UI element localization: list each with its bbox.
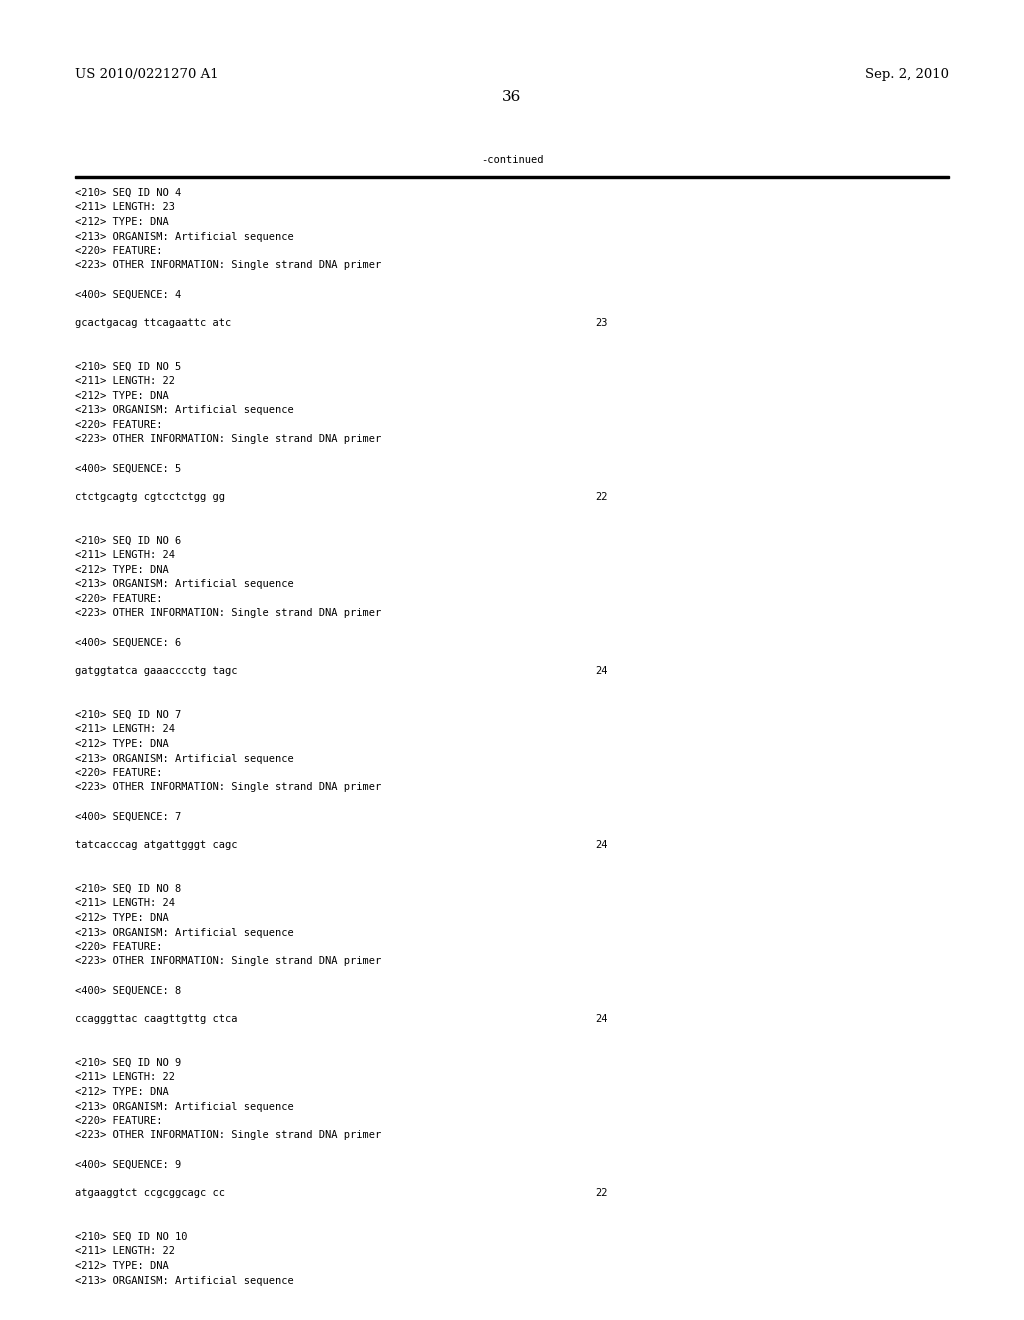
Text: <400> SEQUENCE: 9: <400> SEQUENCE: 9 bbox=[75, 1159, 181, 1170]
Text: 22: 22 bbox=[595, 492, 607, 503]
Text: ctctgcagtg cgtcctctgg gg: ctctgcagtg cgtcctctgg gg bbox=[75, 492, 225, 503]
Text: <220> FEATURE:: <220> FEATURE: bbox=[75, 246, 163, 256]
Text: Sep. 2, 2010: Sep. 2, 2010 bbox=[865, 69, 949, 81]
Text: <400> SEQUENCE: 4: <400> SEQUENCE: 4 bbox=[75, 289, 181, 300]
Text: 24: 24 bbox=[595, 667, 607, 676]
Text: <220> FEATURE:: <220> FEATURE: bbox=[75, 594, 163, 605]
Text: <210> SEQ ID NO 8: <210> SEQ ID NO 8 bbox=[75, 884, 181, 894]
Text: <212> TYPE: DNA: <212> TYPE: DNA bbox=[75, 391, 169, 401]
Text: <223> OTHER INFORMATION: Single strand DNA primer: <223> OTHER INFORMATION: Single strand D… bbox=[75, 783, 381, 792]
Text: <210> SEQ ID NO 10: <210> SEQ ID NO 10 bbox=[75, 1232, 187, 1242]
Text: 22: 22 bbox=[595, 1188, 607, 1199]
Text: <211> LENGTH: 23: <211> LENGTH: 23 bbox=[75, 202, 175, 213]
Text: <210> SEQ ID NO 5: <210> SEQ ID NO 5 bbox=[75, 362, 181, 372]
Text: <211> LENGTH: 22: <211> LENGTH: 22 bbox=[75, 376, 175, 387]
Text: <213> ORGANISM: Artificial sequence: <213> ORGANISM: Artificial sequence bbox=[75, 231, 294, 242]
Text: <213> ORGANISM: Artificial sequence: <213> ORGANISM: Artificial sequence bbox=[75, 928, 294, 937]
Text: 23: 23 bbox=[595, 318, 607, 329]
Text: <213> ORGANISM: Artificial sequence: <213> ORGANISM: Artificial sequence bbox=[75, 579, 294, 590]
Text: <212> TYPE: DNA: <212> TYPE: DNA bbox=[75, 739, 169, 748]
Text: <210> SEQ ID NO 7: <210> SEQ ID NO 7 bbox=[75, 710, 181, 719]
Text: ccagggttac caagttgttg ctca: ccagggttac caagttgttg ctca bbox=[75, 1015, 238, 1024]
Text: <210> SEQ ID NO 9: <210> SEQ ID NO 9 bbox=[75, 1059, 181, 1068]
Text: <220> FEATURE:: <220> FEATURE: bbox=[75, 768, 163, 777]
Text: <223> OTHER INFORMATION: Single strand DNA primer: <223> OTHER INFORMATION: Single strand D… bbox=[75, 957, 381, 966]
Text: 24: 24 bbox=[595, 1015, 607, 1024]
Text: <223> OTHER INFORMATION: Single strand DNA primer: <223> OTHER INFORMATION: Single strand D… bbox=[75, 1130, 381, 1140]
Text: <223> OTHER INFORMATION: Single strand DNA primer: <223> OTHER INFORMATION: Single strand D… bbox=[75, 434, 381, 445]
Text: gatggtatca gaaacccctg tagc: gatggtatca gaaacccctg tagc bbox=[75, 667, 238, 676]
Text: <213> ORGANISM: Artificial sequence: <213> ORGANISM: Artificial sequence bbox=[75, 754, 294, 763]
Text: <211> LENGTH: 24: <211> LENGTH: 24 bbox=[75, 550, 175, 561]
Text: <400> SEQUENCE: 7: <400> SEQUENCE: 7 bbox=[75, 812, 181, 821]
Text: <212> TYPE: DNA: <212> TYPE: DNA bbox=[75, 1261, 169, 1271]
Text: <210> SEQ ID NO 6: <210> SEQ ID NO 6 bbox=[75, 536, 181, 546]
Text: <400> SEQUENCE: 6: <400> SEQUENCE: 6 bbox=[75, 638, 181, 648]
Text: <212> TYPE: DNA: <212> TYPE: DNA bbox=[75, 913, 169, 923]
Text: gcactgacag ttcagaattc atc: gcactgacag ttcagaattc atc bbox=[75, 318, 231, 329]
Text: <220> FEATURE:: <220> FEATURE: bbox=[75, 1115, 163, 1126]
Text: <223> OTHER INFORMATION: Single strand DNA primer: <223> OTHER INFORMATION: Single strand D… bbox=[75, 609, 381, 619]
Text: -continued: -continued bbox=[480, 154, 544, 165]
Text: <210> SEQ ID NO 4: <210> SEQ ID NO 4 bbox=[75, 187, 181, 198]
Text: <212> TYPE: DNA: <212> TYPE: DNA bbox=[75, 216, 169, 227]
Text: <211> LENGTH: 24: <211> LENGTH: 24 bbox=[75, 899, 175, 908]
Text: <220> FEATURE:: <220> FEATURE: bbox=[75, 942, 163, 952]
Text: <211> LENGTH: 24: <211> LENGTH: 24 bbox=[75, 725, 175, 734]
Text: <212> TYPE: DNA: <212> TYPE: DNA bbox=[75, 1086, 169, 1097]
Text: <211> LENGTH: 22: <211> LENGTH: 22 bbox=[75, 1072, 175, 1082]
Text: 24: 24 bbox=[595, 841, 607, 850]
Text: <212> TYPE: DNA: <212> TYPE: DNA bbox=[75, 565, 169, 576]
Text: <400> SEQUENCE: 5: <400> SEQUENCE: 5 bbox=[75, 463, 181, 474]
Text: <400> SEQUENCE: 8: <400> SEQUENCE: 8 bbox=[75, 986, 181, 995]
Text: atgaaggtct ccgcggcagc cc: atgaaggtct ccgcggcagc cc bbox=[75, 1188, 225, 1199]
Text: <213> ORGANISM: Artificial sequence: <213> ORGANISM: Artificial sequence bbox=[75, 1101, 294, 1111]
Text: <213> ORGANISM: Artificial sequence: <213> ORGANISM: Artificial sequence bbox=[75, 405, 294, 416]
Text: US 2010/0221270 A1: US 2010/0221270 A1 bbox=[75, 69, 219, 81]
Text: <213> ORGANISM: Artificial sequence: <213> ORGANISM: Artificial sequence bbox=[75, 1275, 294, 1286]
Text: <220> FEATURE:: <220> FEATURE: bbox=[75, 420, 163, 430]
Text: tatcacccag atgattgggt cagc: tatcacccag atgattgggt cagc bbox=[75, 841, 238, 850]
Text: <211> LENGTH: 22: <211> LENGTH: 22 bbox=[75, 1246, 175, 1257]
Text: 36: 36 bbox=[503, 90, 521, 104]
Text: <223> OTHER INFORMATION: Single strand DNA primer: <223> OTHER INFORMATION: Single strand D… bbox=[75, 260, 381, 271]
